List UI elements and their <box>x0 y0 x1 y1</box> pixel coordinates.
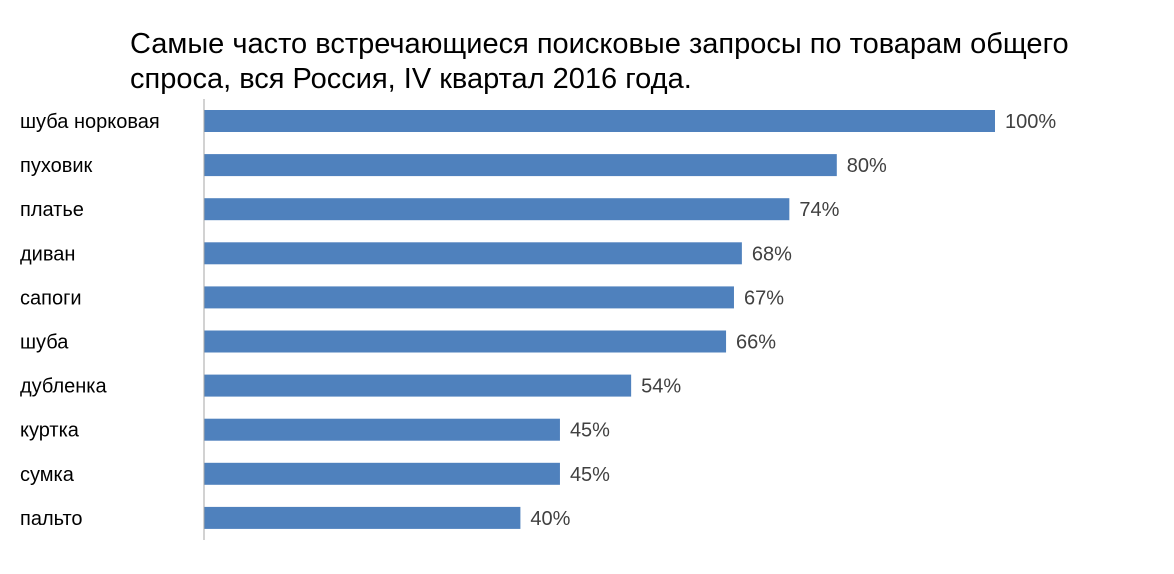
bars-layer: шуба норковая 100% пуховик 80% платье 74% дива… <box>20 110 1056 530</box>
category-label: сапоги <box>20 287 82 309</box>
bar <box>204 242 742 265</box>
category-label: сумка <box>20 464 75 486</box>
data-label: 40% <box>530 508 570 530</box>
data-label: 80% <box>847 155 887 177</box>
chart-title: Самые часто встречающиеся поисковые запр… <box>130 28 1069 95</box>
category-label: платье <box>20 199 84 221</box>
category-label: куртка <box>20 420 80 442</box>
category-label: пуховик <box>20 155 93 177</box>
bar <box>204 374 632 397</box>
bar <box>204 506 521 529</box>
data-label: 45% <box>570 420 610 442</box>
category-label: шуба норковая <box>20 111 160 133</box>
data-label: 54% <box>641 376 681 398</box>
bar <box>204 198 790 221</box>
data-label: 45% <box>570 464 610 486</box>
data-label: 67% <box>744 287 784 309</box>
data-label: 74% <box>799 199 839 221</box>
bar <box>204 418 560 441</box>
bar <box>204 330 727 353</box>
data-label: 68% <box>752 243 792 265</box>
category-label: дубленка <box>20 376 107 398</box>
category-label: пальто <box>20 508 83 530</box>
data-label: 100% <box>1005 111 1056 133</box>
category-label: шуба <box>20 332 69 354</box>
bar <box>204 110 995 132</box>
bar <box>204 462 560 485</box>
category-label: диван <box>20 243 75 265</box>
bar <box>204 154 837 177</box>
data-label: 66% <box>736 332 776 354</box>
bar <box>204 286 734 309</box>
